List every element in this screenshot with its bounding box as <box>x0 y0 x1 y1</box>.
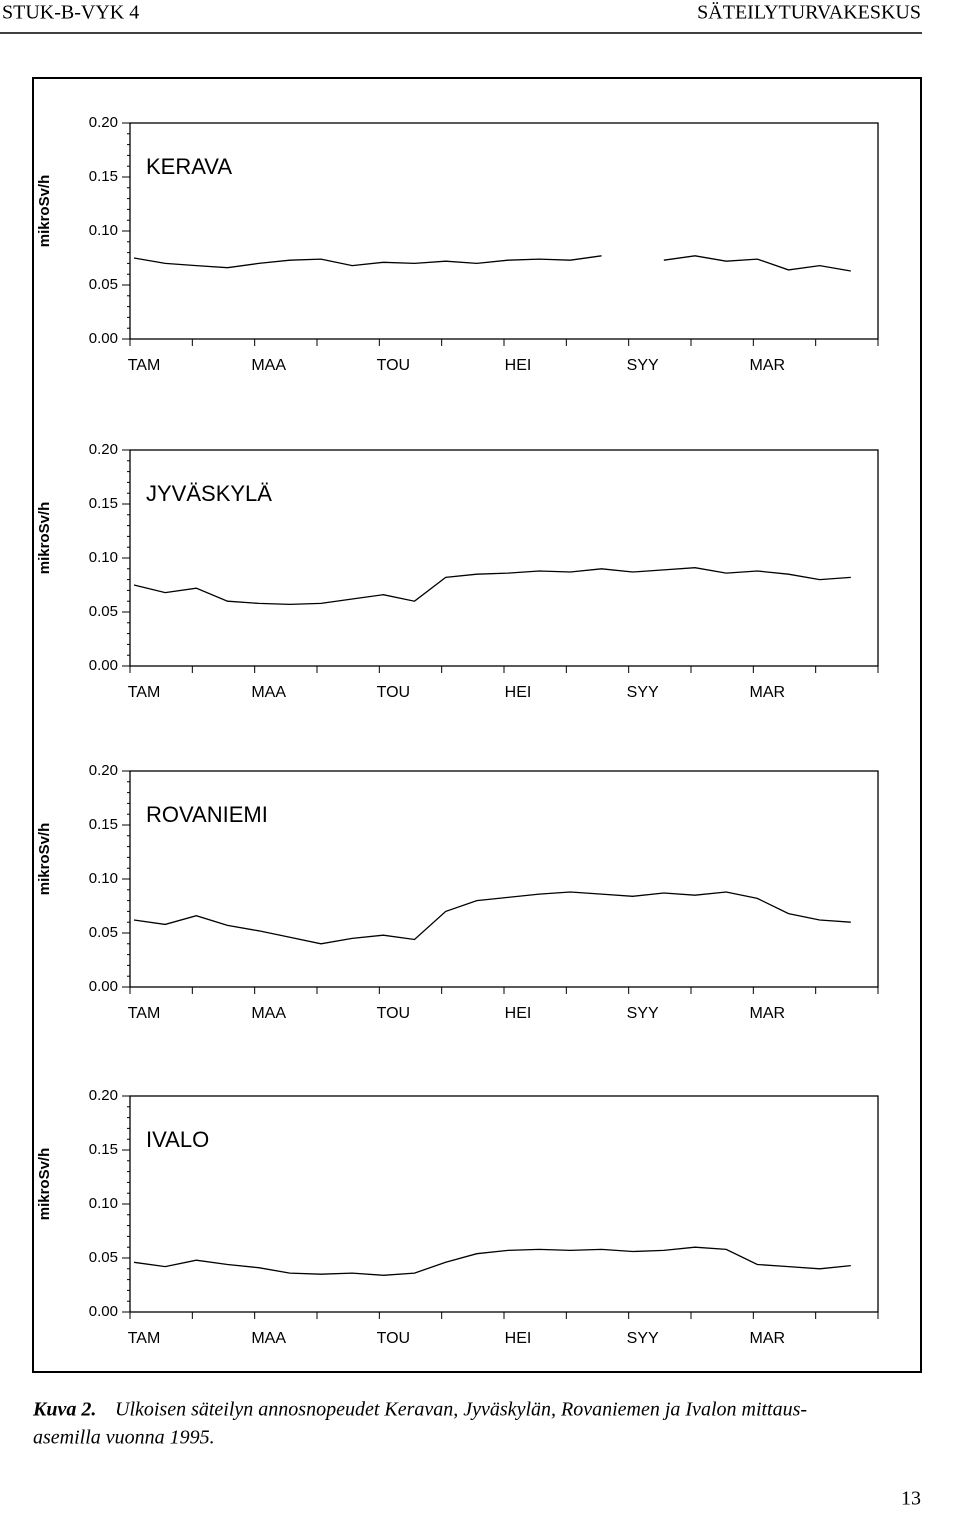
x-tick-label: TAM <box>128 357 161 374</box>
caption-label: Kuva 2. <box>32 1399 96 1421</box>
y-tick-label: 0.15 <box>89 816 118 833</box>
x-tick-label: TOU <box>377 684 410 701</box>
y-tick-label: 0.20 <box>89 114 118 131</box>
x-tick-label: SYY <box>627 357 659 374</box>
y-tick-label: 0.00 <box>89 330 118 347</box>
x-tick-label: TOU <box>377 1005 410 1022</box>
y-tick-label: 0.15 <box>89 1141 118 1158</box>
x-tick-label: MAA <box>251 357 286 374</box>
data-line <box>133 1246 851 1276</box>
y-tick-label: 0.10 <box>89 1195 118 1212</box>
x-tick-label: HEI <box>505 1330 532 1347</box>
x-tick-label: TAM <box>128 684 161 701</box>
x-tick-label: MAR <box>750 1005 786 1022</box>
y-tick-label: 0.05 <box>89 276 118 293</box>
plot-frame <box>129 1095 879 1313</box>
chart-title: KERAVA <box>146 154 232 179</box>
y-tick-label: 0.10 <box>89 222 118 239</box>
x-tick-label: SYY <box>627 1005 659 1022</box>
header-right: SÄTEILYTURVAKESKUS <box>697 1 921 24</box>
chart-title: ROVANIEMI <box>146 802 268 827</box>
x-tick-label: SYY <box>627 1330 659 1347</box>
x-tick-label: TAM <box>128 1330 161 1347</box>
y-axis-label: mikroSv/h <box>36 823 53 896</box>
y-tick-label: 0.20 <box>89 1087 118 1104</box>
x-tick-label: TOU <box>377 357 410 374</box>
x-tick-label: MAA <box>251 1005 286 1022</box>
x-tick-label: MAA <box>251 684 286 701</box>
y-tick-label: 0.00 <box>89 657 118 674</box>
x-tick-label: MAR <box>750 357 786 374</box>
figure-frame <box>32 77 922 1373</box>
y-axis-label: mikroSv/h <box>36 175 53 248</box>
y-tick-label: 0.05 <box>89 1249 118 1266</box>
y-tick-label: 0.15 <box>89 168 118 185</box>
data-line <box>133 567 851 606</box>
page-number: 13 <box>901 1488 921 1510</box>
data-line <box>133 255 851 272</box>
x-tick-label: TOU <box>377 1330 410 1347</box>
x-tick-label: HEI <box>505 357 532 374</box>
data-line <box>133 891 851 945</box>
y-tick-label: 0.05 <box>89 603 118 620</box>
x-tick-label: MAA <box>251 1330 286 1347</box>
caption-line: asemilla vuonna 1995. <box>33 1427 215 1449</box>
chart-title: IVALO <box>146 1127 209 1152</box>
y-tick-label: 0.00 <box>89 978 118 995</box>
y-axis-label: mikroSv/h <box>36 502 53 575</box>
y-tick-label: 0.20 <box>89 441 118 458</box>
chart-title: JYVÄSKYLÄ <box>146 481 272 506</box>
x-tick-label: TAM <box>128 1005 161 1022</box>
y-tick-label: 0.10 <box>89 549 118 566</box>
caption-line: Ulkoisen säteilyn annosnopeudet Keravan,… <box>115 1399 807 1421</box>
y-axis-label: mikroSv/h <box>36 1148 53 1221</box>
x-tick-label: SYY <box>627 684 659 701</box>
x-tick-label: MAR <box>750 684 786 701</box>
y-tick-label: 0.10 <box>89 870 118 887</box>
x-tick-label: MAR <box>750 1330 786 1347</box>
x-tick-label: HEI <box>505 684 532 701</box>
plot-frame <box>129 122 879 340</box>
y-tick-label: 0.00 <box>89 1303 118 1320</box>
header-left: STUK-B-VYK 4 <box>2 2 139 24</box>
y-tick-label: 0.15 <box>89 495 118 512</box>
y-tick-label: 0.05 <box>89 924 118 941</box>
x-tick-label: HEI <box>505 1005 532 1022</box>
y-tick-label: 0.20 <box>89 762 118 779</box>
